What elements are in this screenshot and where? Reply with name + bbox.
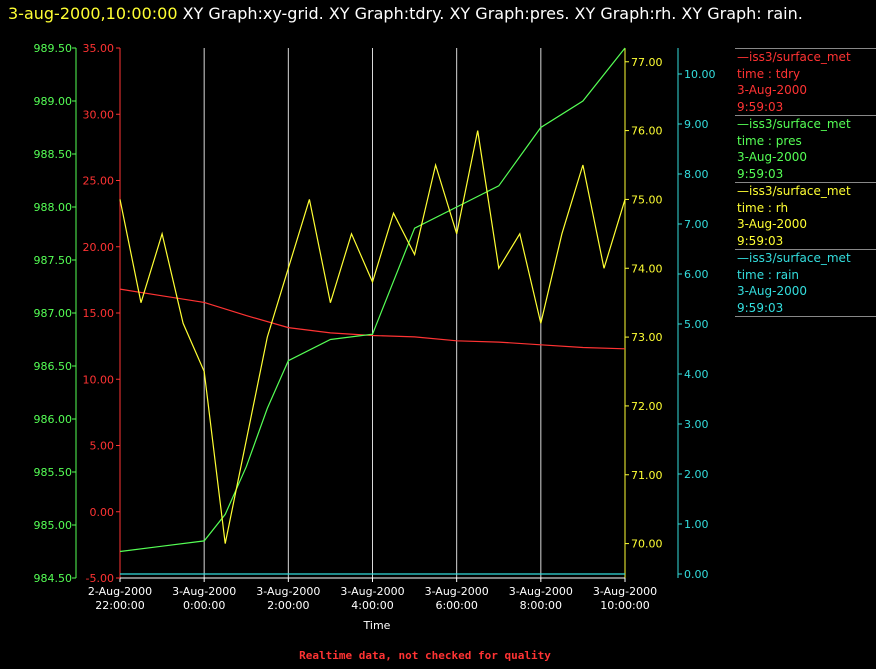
pres-tick-label: 986.50 xyxy=(34,360,73,373)
rh-tick-label: 70.00 xyxy=(631,538,663,551)
legend-source: —iss3/surface_met xyxy=(737,50,851,64)
legend-time: 9:59:03 xyxy=(737,99,784,114)
rh-tick-label: 77.00 xyxy=(631,56,663,69)
legend-field: time : tdry xyxy=(737,66,801,81)
rain-tick-label: 6.00 xyxy=(684,268,709,281)
pres-tick-label: 988.50 xyxy=(34,148,73,161)
x-tick-label: 22:00:00 xyxy=(95,599,144,612)
rh-series-line xyxy=(119,130,626,544)
x-axis-label: Time xyxy=(363,619,391,632)
legend-field: time : rain xyxy=(737,267,800,282)
legend-field: time : rh xyxy=(737,200,789,215)
legend-time: 9:59:03 xyxy=(737,166,784,181)
timestamp: 3-aug-2000,10:00:00 xyxy=(8,4,178,23)
rain-tick-label: 7.00 xyxy=(684,218,709,231)
tdry-tick-label: 0.00 xyxy=(90,506,115,519)
chart-title: 3-aug-2000,10:00:00 XY Graph:xy-grid. XY… xyxy=(8,2,868,26)
legend-date: 3-Aug-2000 xyxy=(737,150,808,164)
pres-tick-label: 988.00 xyxy=(34,201,73,214)
tdry-series-line xyxy=(119,288,626,350)
pres-tick-label: 989.00 xyxy=(34,95,73,108)
grid-lines xyxy=(203,48,542,578)
legend-time: 9:59:03 xyxy=(737,233,784,248)
tdry-tick-label: 20.00 xyxy=(83,241,115,254)
rain-tick-label: 1.00 xyxy=(684,518,709,531)
tick-labels: 2-Aug-200022:00:003-Aug-20000:00:003-Aug… xyxy=(34,42,716,612)
x-tick-label: 2:00:00 xyxy=(267,599,309,612)
pres-tick-label: 987.50 xyxy=(34,254,73,267)
legend-entry-rain[interactable]: —iss3/surface_met time : rain 3-Aug-2000… xyxy=(735,249,876,317)
rain-tick-label: 5.00 xyxy=(684,318,709,331)
rh-tick-label: 73.00 xyxy=(631,331,663,344)
legend-date: 3-Aug-2000 xyxy=(737,284,808,298)
rh-tick-label: 75.00 xyxy=(631,193,663,206)
pres-tick-label: 986.00 xyxy=(34,413,73,426)
x-tick-label: 3-Aug-2000 xyxy=(256,585,320,598)
rain-tick-label: 3.00 xyxy=(684,418,709,431)
axes xyxy=(72,47,682,582)
legend-entry-rh[interactable]: —iss3/surface_met time : rh 3-Aug-2000 9… xyxy=(735,182,876,249)
x-tick-label: 2-Aug-2000 xyxy=(88,585,152,598)
x-tick-label: 3-Aug-2000 xyxy=(172,585,236,598)
tdry-tick-label: 35.00 xyxy=(83,42,115,55)
pres-tick-label: 985.50 xyxy=(34,466,73,479)
legend-date: 3-Aug-2000 xyxy=(737,217,808,231)
x-tick-label: 3-Aug-2000 xyxy=(509,585,573,598)
legend-date: 3-Aug-2000 xyxy=(737,83,808,97)
legend-source: —iss3/surface_met xyxy=(737,184,851,198)
tdry-tick-label: 15.00 xyxy=(83,307,115,320)
legend-entry-tdry[interactable]: —iss3/surface_met time : tdry 3-Aug-2000… xyxy=(735,48,876,115)
pres-tick-label: 987.00 xyxy=(34,307,73,320)
rain-tick-label: 0.00 xyxy=(684,568,709,581)
tdry-tick-label: 25.00 xyxy=(83,175,115,188)
rain-tick-label: 4.00 xyxy=(684,368,709,381)
pres-series-line xyxy=(119,47,626,553)
rain-tick-label: 10.00 xyxy=(684,68,716,81)
rain-tick-label: 9.00 xyxy=(684,118,709,131)
series-lines xyxy=(119,47,626,575)
quality-footer: Realtime data, not checked for quality xyxy=(299,649,551,662)
tdry-tick-label: 30.00 xyxy=(83,108,115,121)
x-tick-label: 0:00:00 xyxy=(183,599,225,612)
tdry-tick-label: 10.00 xyxy=(83,373,115,386)
x-tick-label: 4:00:00 xyxy=(351,599,393,612)
rh-tick-label: 76.00 xyxy=(631,125,663,138)
rh-tick-label: 72.00 xyxy=(631,400,663,413)
tdry-tick-label: -5.00 xyxy=(86,572,114,585)
legend-time: 9:59:03 xyxy=(737,300,784,315)
x-tick-label: 3-Aug-2000 xyxy=(425,585,489,598)
legend-entry-pres[interactable]: —iss3/surface_met time : pres 3-Aug-2000… xyxy=(735,115,876,182)
rh-tick-label: 71.00 xyxy=(631,469,663,482)
pres-tick-label: 985.00 xyxy=(34,519,73,532)
legend-source: —iss3/surface_met xyxy=(737,117,851,131)
graph-list: XY Graph:xy-grid. XY Graph:tdry. XY Grap… xyxy=(177,4,803,23)
rh-tick-label: 74.00 xyxy=(631,262,663,275)
pres-tick-label: 989.50 xyxy=(34,42,73,55)
legend-field: time : pres xyxy=(737,133,802,148)
x-tick-label: 8:00:00 xyxy=(520,599,562,612)
x-tick-label: 3-Aug-2000 xyxy=(340,585,404,598)
x-tick-label: 3-Aug-2000 xyxy=(593,585,657,598)
x-tick-label: 10:00:00 xyxy=(600,599,649,612)
x-tick-label: 6:00:00 xyxy=(435,599,477,612)
tdry-tick-label: 5.00 xyxy=(90,440,115,453)
pres-tick-label: 984.50 xyxy=(34,572,73,585)
legend-source: —iss3/surface_met xyxy=(737,251,851,265)
rain-tick-label: 2.00 xyxy=(684,468,709,481)
legend: —iss3/surface_met time : tdry 3-Aug-2000… xyxy=(735,48,876,317)
rain-tick-label: 8.00 xyxy=(684,168,709,181)
